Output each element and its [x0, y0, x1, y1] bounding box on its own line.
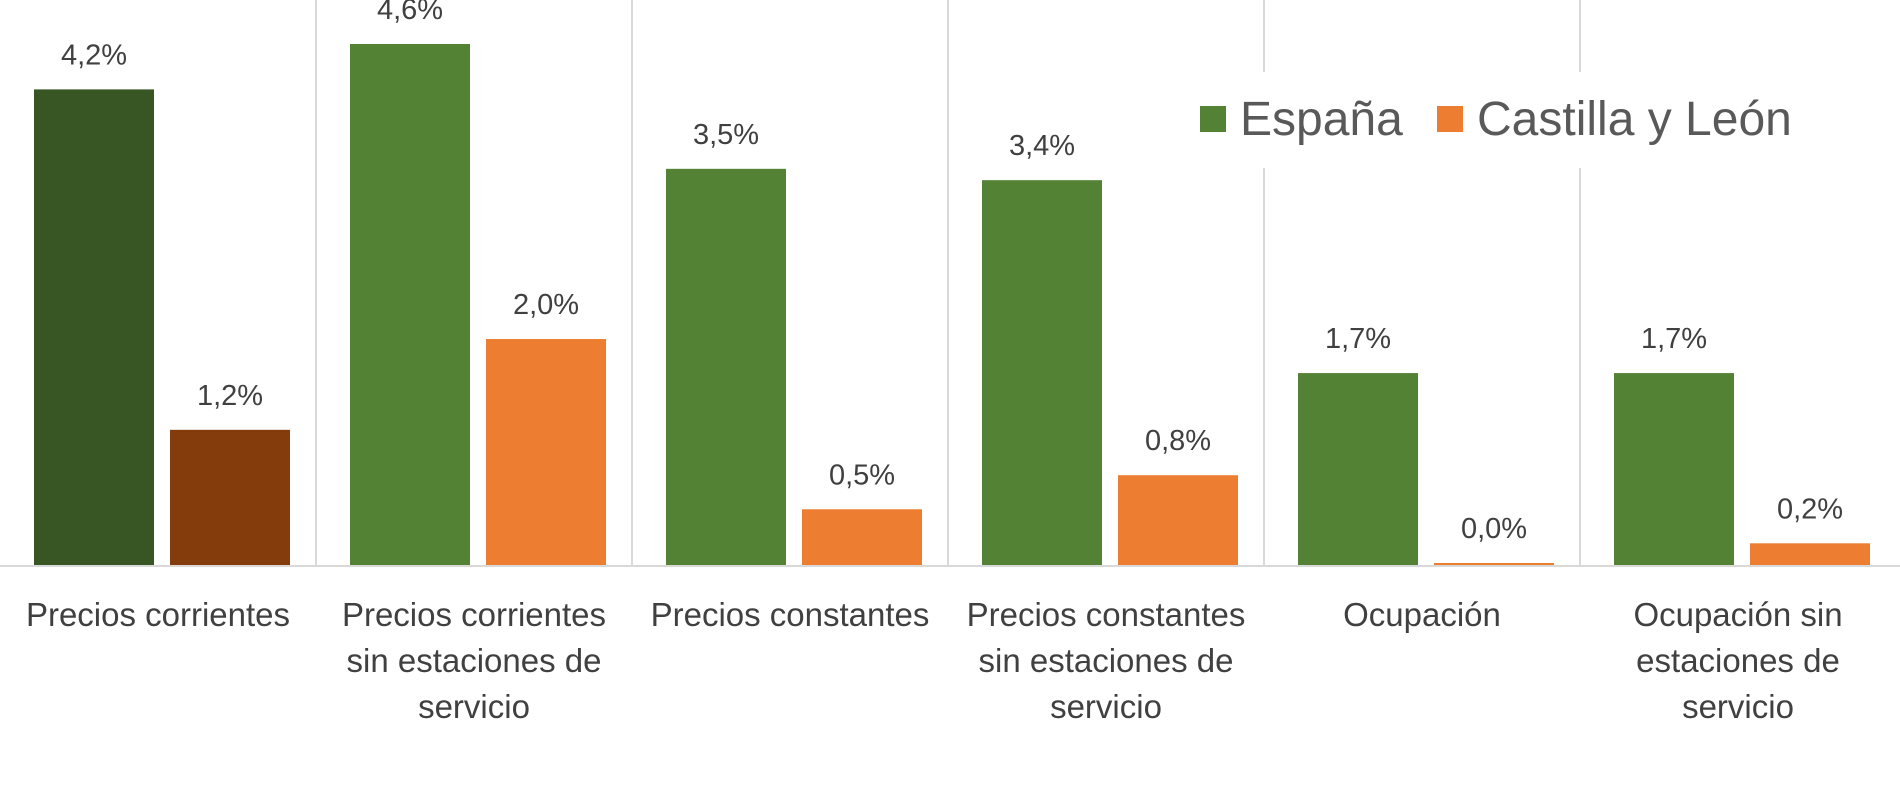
bar-espana-1	[350, 44, 470, 566]
category-label-2: Precios constantes	[651, 596, 930, 633]
data-label-espana-0: 4,2%	[61, 39, 127, 71]
value-labels: 4,2% 4,6% 3,5% 3,4% 1,7% 1,7% 1,2% 2,0% 0,5% 0,8%…	[61, 0, 1843, 545]
category-label-line: sin estaciones de	[347, 642, 602, 679]
bar-castilla-y-leon-3	[1118, 475, 1238, 566]
category-label-line: servicio	[418, 688, 530, 725]
category-label-line: sin estaciones de	[979, 642, 1234, 679]
legend-swatch-espana	[1200, 106, 1226, 132]
data-label-espana-1: 4,6%	[377, 0, 443, 26]
category-label-line: estaciones de	[1636, 642, 1840, 679]
bar-marks	[34, 44, 1870, 567]
bar-castilla-y-leon-5	[1750, 543, 1870, 566]
category-labels: Precios corrientes Precios corrientes sin …	[26, 596, 1843, 725]
legend: España Castilla y León	[1180, 72, 1792, 168]
data-label-espana-4: 1,7%	[1325, 323, 1391, 355]
category-label-line: Ocupación sin	[1633, 596, 1842, 633]
data-label-castilla-y-leon-1: 2,0%	[513, 289, 579, 321]
data-label-castilla-y-leon-0: 1,2%	[197, 380, 263, 412]
category-label-line: servicio	[1682, 688, 1794, 725]
category-label-line: Precios corrientes	[342, 596, 606, 633]
category-label-3: Precios constantes sin estaciones de servi…	[967, 596, 1246, 725]
bar-castilla-y-leon-0	[170, 429, 290, 566]
category-label-1: Precios corrientes sin estaciones de servi…	[342, 596, 606, 725]
legend-background	[1180, 72, 1780, 168]
bar-espana-4	[1298, 373, 1418, 566]
bar-castilla-y-leon-4	[1434, 563, 1554, 566]
bar-espana-3	[982, 180, 1102, 566]
bar-espana-0	[34, 89, 154, 567]
category-label-4: Ocupación	[1343, 596, 1501, 633]
category-label-line: Precios constantes	[651, 596, 930, 633]
category-label-0: Precios corrientes	[26, 596, 290, 633]
legend-label-espana: España	[1240, 93, 1403, 146]
category-label-line: Precios corrientes	[26, 596, 290, 633]
category-label-5: Ocupación sin estaciones de servicio	[1633, 596, 1842, 725]
category-label-line: Precios constantes	[967, 596, 1246, 633]
bar-castilla-y-leon-2	[802, 509, 922, 566]
data-label-castilla-y-leon-4: 0,0%	[1461, 513, 1527, 545]
category-label-line: Ocupación	[1343, 596, 1501, 633]
data-label-espana-5: 1,7%	[1641, 323, 1707, 355]
data-label-castilla-y-leon-3: 0,8%	[1145, 425, 1211, 457]
category-label-line: servicio	[1050, 688, 1162, 725]
data-label-espana-2: 3,5%	[693, 119, 759, 151]
legend-label-castilla-y-leon: Castilla y León	[1477, 93, 1792, 146]
data-label-castilla-y-leon-2: 0,5%	[829, 459, 895, 491]
data-label-espana-3: 3,4%	[1009, 130, 1075, 162]
data-label-castilla-y-leon-5: 0,2%	[1777, 493, 1843, 525]
bar-espana-5	[1614, 373, 1734, 566]
bar-espana-2	[666, 168, 786, 566]
legend-swatch-castilla-y-leon	[1437, 106, 1463, 132]
bar-castilla-y-leon-1	[486, 339, 606, 566]
